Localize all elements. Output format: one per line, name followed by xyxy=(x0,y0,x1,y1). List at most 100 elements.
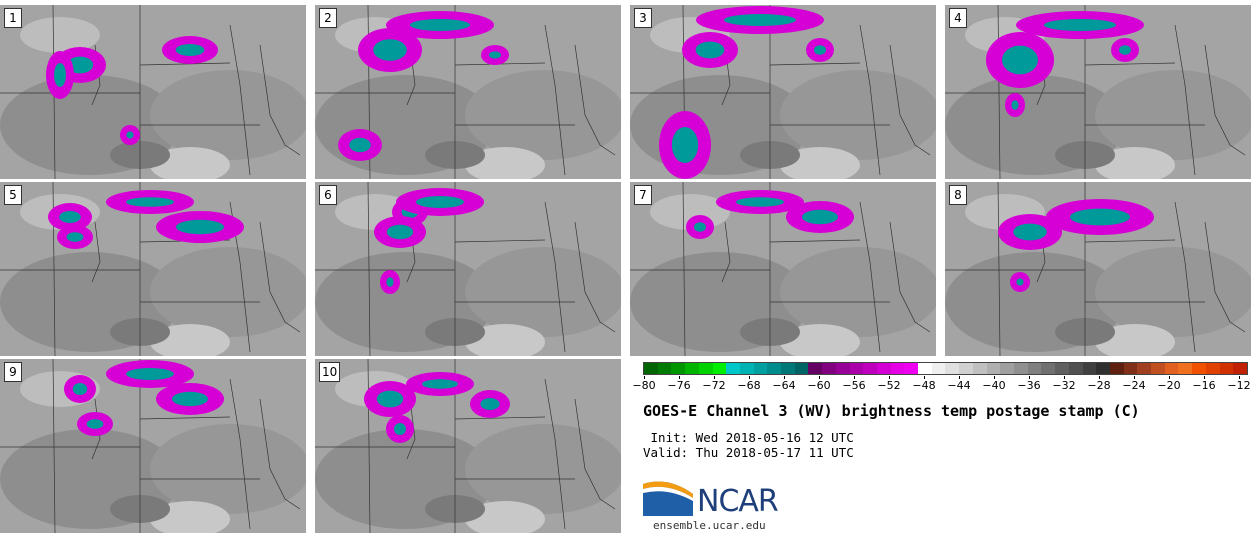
logo-text: NCAR xyxy=(697,484,779,519)
map-7 xyxy=(630,182,936,356)
colorbar-tick-label: −24 xyxy=(1122,379,1146,392)
colorbar-segment xyxy=(712,363,727,374)
colorbar-tick-label: −68 xyxy=(737,379,761,392)
colorbar-segment xyxy=(904,363,919,374)
colorbar-tick-label: −28 xyxy=(1087,379,1111,392)
colorbar-segment xyxy=(1013,363,1028,374)
colorbar-ticks: −80 −76 −72 −68 −64 −60 −56 −52 −48 −44 −40 −36 −32−… xyxy=(632,376,1251,394)
panel-label: 2 xyxy=(319,8,337,28)
map-2 xyxy=(315,5,621,179)
colorbar-segment xyxy=(753,363,768,374)
colorbar-segment xyxy=(698,363,713,374)
colorbar-tick-label: −80 xyxy=(632,379,656,392)
panel-label: 8 xyxy=(949,185,967,205)
colorbar-tick-mark xyxy=(994,376,995,379)
colorbar-tick-mark xyxy=(819,376,820,379)
panel-label: 3 xyxy=(634,8,652,28)
colorbar-segment xyxy=(671,363,686,374)
colorbar-tick-mark xyxy=(1099,376,1100,379)
colorbar-segment xyxy=(685,363,699,374)
colorbar-segment xyxy=(1109,363,1124,374)
colorbar-segment xyxy=(863,363,877,374)
panel-label: 4 xyxy=(949,8,967,28)
colorbar-segment xyxy=(890,363,905,374)
map-8 xyxy=(945,182,1251,356)
colorbar-tick-label: −44 xyxy=(947,379,971,392)
colorbar-tick-label: −60 xyxy=(807,379,831,392)
colorbar-segment xyxy=(739,363,754,374)
colorbar-tick-mark xyxy=(784,376,785,379)
colorbar-segment xyxy=(1082,363,1097,374)
colorbar-segment xyxy=(1178,363,1193,374)
map-9 xyxy=(0,359,306,533)
colorbar-segment xyxy=(808,363,823,374)
map-panel-7: 7 xyxy=(630,182,936,356)
colorbar-tick-mark xyxy=(924,376,925,379)
colorbar-segment xyxy=(986,363,1001,374)
colorbar-segment xyxy=(1096,363,1110,374)
colorbar-segment xyxy=(1137,363,1152,374)
colorbar-segment xyxy=(1205,363,1220,374)
colorbar-segment xyxy=(1151,363,1165,374)
colorbar-tick-mark xyxy=(1239,376,1240,379)
colorbar-tick-label: −48 xyxy=(912,379,936,392)
init-time: Init: Wed 2018-05-16 12 UTC xyxy=(643,430,854,445)
colorbar-tick-mark xyxy=(679,376,680,379)
map-panel-4: 4 xyxy=(945,5,1251,179)
colorbar-segment xyxy=(835,363,850,374)
map-1 xyxy=(0,5,306,179)
colorbar-tick-mark xyxy=(1064,376,1065,379)
colorbar-segment xyxy=(1192,363,1206,374)
colorbar-segment xyxy=(876,363,891,374)
colorbar-segment xyxy=(931,363,946,374)
colorbar-tick-label: −20 xyxy=(1157,379,1181,392)
colorbar-tick-label: −52 xyxy=(877,379,901,392)
panel-label: 9 xyxy=(4,362,22,382)
colorbar-segment xyxy=(1164,363,1179,374)
ncar-logo-icon xyxy=(643,481,693,516)
colorbar-segment xyxy=(959,363,973,374)
colorbar-tick-mark xyxy=(1169,376,1170,379)
panel-label: 1 xyxy=(4,8,22,28)
colorbar-segment xyxy=(849,363,864,374)
colorbar-segment xyxy=(1000,363,1014,374)
colorbar-tick-label: −56 xyxy=(842,379,866,392)
map-6 xyxy=(315,182,621,356)
colorbar-segment xyxy=(945,363,960,374)
colorbar xyxy=(643,362,1248,375)
colorbar-tick-label: −72 xyxy=(702,379,726,392)
map-panel-5: 5 xyxy=(0,182,306,356)
colorbar-segment xyxy=(781,363,795,374)
map-panel-6: 6 xyxy=(315,182,621,356)
figure-title: GOES-E Channel 3 (WV) brightness temp po… xyxy=(643,402,1140,420)
panel-label: 10 xyxy=(319,362,341,382)
colorbar-segment xyxy=(822,363,836,374)
colorbar-segment xyxy=(1123,363,1138,374)
colorbar-tick-mark xyxy=(1204,376,1205,379)
colorbar-segment xyxy=(657,363,672,374)
map-3 xyxy=(630,5,936,179)
colorbar-tick-mark xyxy=(854,376,855,379)
colorbar-tick-label: −40 xyxy=(982,379,1006,392)
panel-label: 6 xyxy=(319,185,337,205)
colorbar-tick-mark xyxy=(959,376,960,379)
colorbar-tick-label: −16 xyxy=(1192,379,1216,392)
colorbar-tick-mark xyxy=(714,376,715,379)
map-panel-9: 9 xyxy=(0,359,306,533)
colorbar-segment xyxy=(972,363,987,374)
colorbar-segment xyxy=(1027,363,1042,374)
map-panel-2: 2 xyxy=(315,5,621,179)
colorbar-tick-label: −32 xyxy=(1052,379,1076,392)
map-10 xyxy=(315,359,621,533)
map-panel-10: 10 xyxy=(315,359,621,533)
colorbar-tick-label: −36 xyxy=(1017,379,1041,392)
colorbar-segment xyxy=(1219,363,1234,374)
panel-label: 5 xyxy=(4,185,22,205)
colorbar-segment xyxy=(918,363,932,374)
colorbar-segment xyxy=(794,363,809,374)
colorbar-tick-mark xyxy=(644,376,645,379)
colorbar-tick-label: −76 xyxy=(667,379,691,392)
colorbar-tick-mark xyxy=(1134,376,1135,379)
colorbar-segment xyxy=(1233,363,1247,374)
valid-time: Valid: Thu 2018-05-17 11 UTC xyxy=(643,445,854,460)
